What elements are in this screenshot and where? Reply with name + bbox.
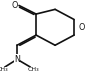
Text: N: N — [14, 55, 20, 64]
Text: CH₃: CH₃ — [0, 67, 9, 72]
Text: CH₃: CH₃ — [27, 67, 39, 72]
Text: O: O — [11, 1, 18, 10]
Text: O: O — [78, 23, 84, 32]
